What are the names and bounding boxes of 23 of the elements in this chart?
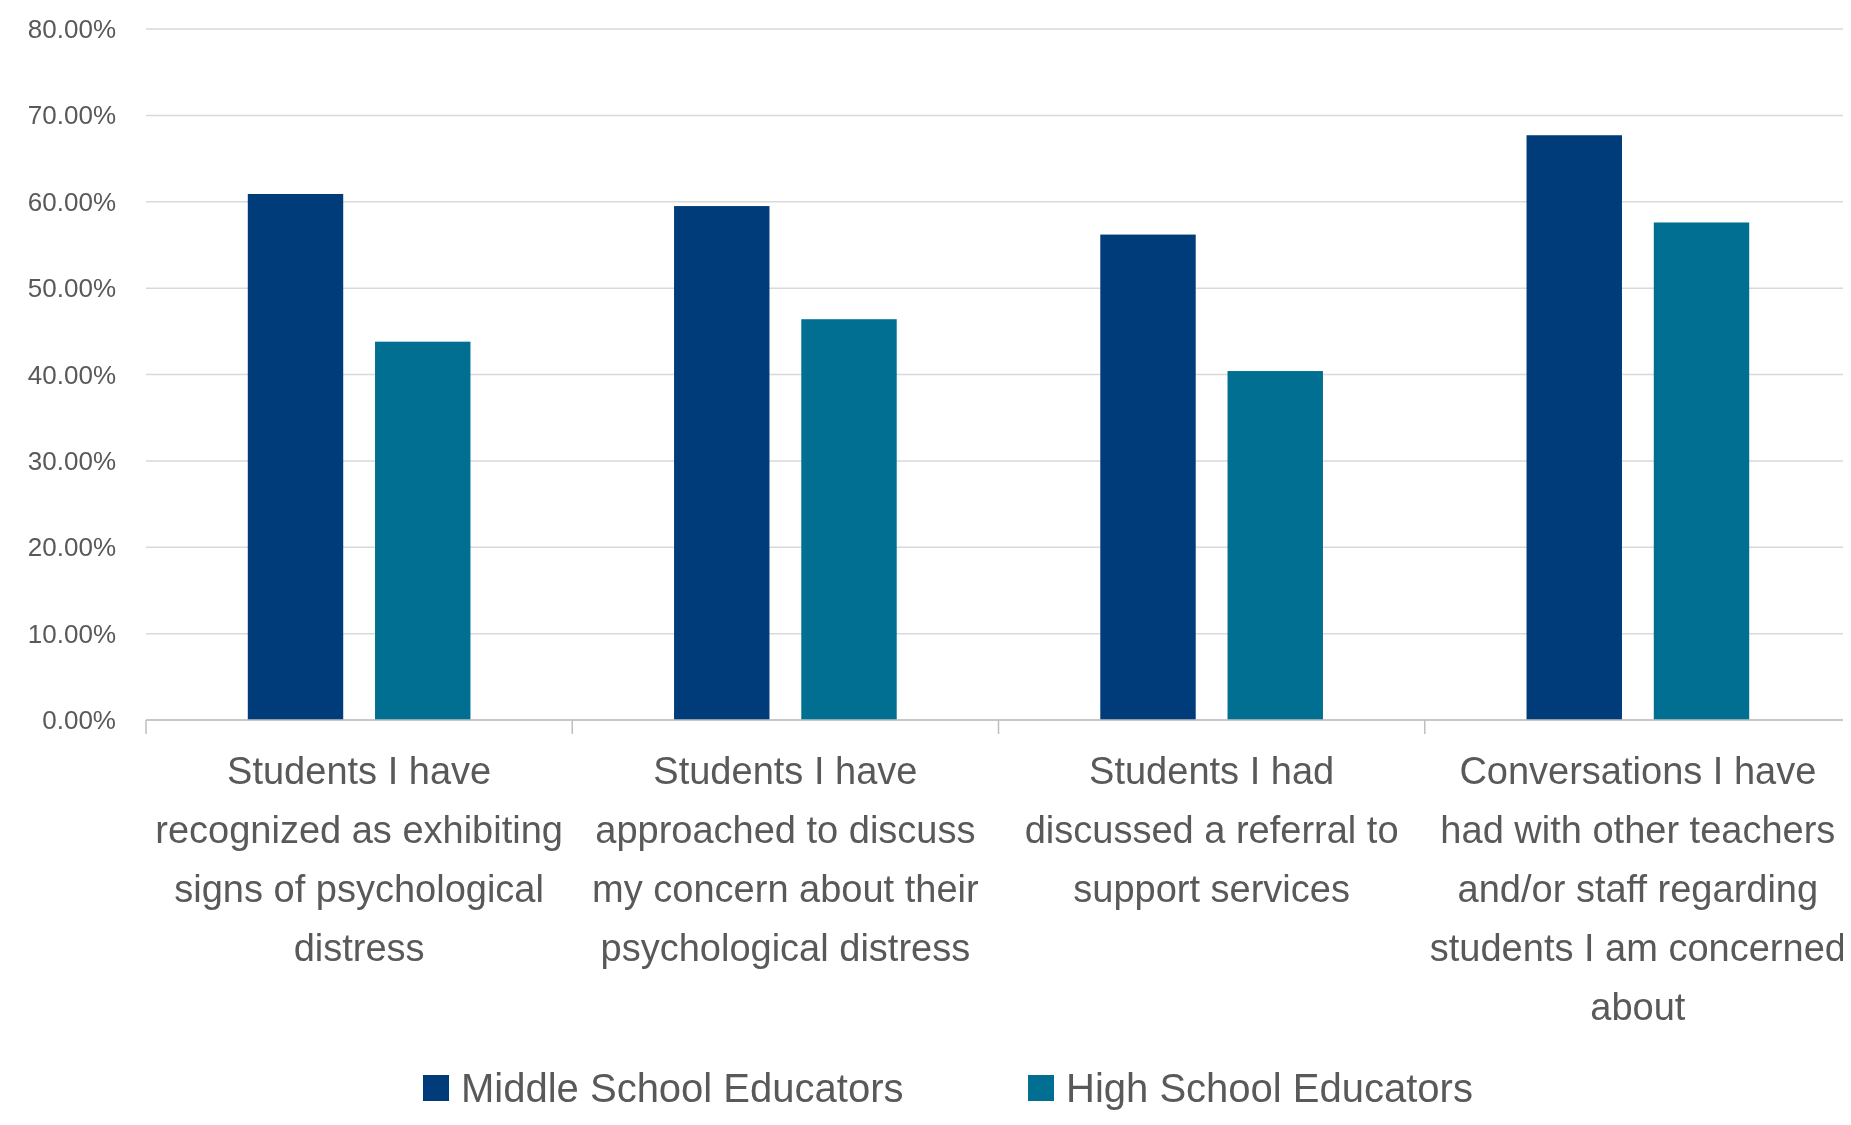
bar: [674, 206, 770, 720]
y-tick-label: 50.00%: [27, 273, 116, 304]
x-tick-label: Students I have approached to discuss my concern about their psychological distress: [592, 750, 979, 969]
y-tick-label: 70.00%: [27, 100, 116, 131]
y-tick-label: 0.00%: [42, 705, 116, 736]
y-tick-label: 60.00%: [27, 186, 116, 217]
bar: [375, 341, 471, 720]
y-tick-label: 10.00%: [27, 618, 116, 649]
y-tick-label: 20.00%: [27, 532, 116, 563]
bar: [1227, 371, 1323, 720]
bar: [1100, 234, 1196, 720]
y-tick-label: 30.00%: [27, 445, 116, 476]
x-tick-label: Students I had discussed a referral to support services: [1024, 750, 1399, 910]
y-tick-label: 40.00%: [27, 359, 116, 390]
bar: [247, 193, 344, 720]
x-tick-label: Conversations I have had with other teachers and/or staff regarding students I am concerned about: [1429, 750, 1846, 1028]
bar: [1653, 222, 1750, 720]
bar: [801, 319, 897, 720]
y-tick-label: 80.00%: [27, 14, 116, 45]
bar: [1526, 135, 1622, 720]
legend-label: Middle School Educators: [461, 1066, 904, 1110]
legend-label: High School Educators: [1066, 1066, 1473, 1110]
x-tick-label: Students I have recognized as exhibiting signs of psychological distress: [155, 750, 563, 969]
